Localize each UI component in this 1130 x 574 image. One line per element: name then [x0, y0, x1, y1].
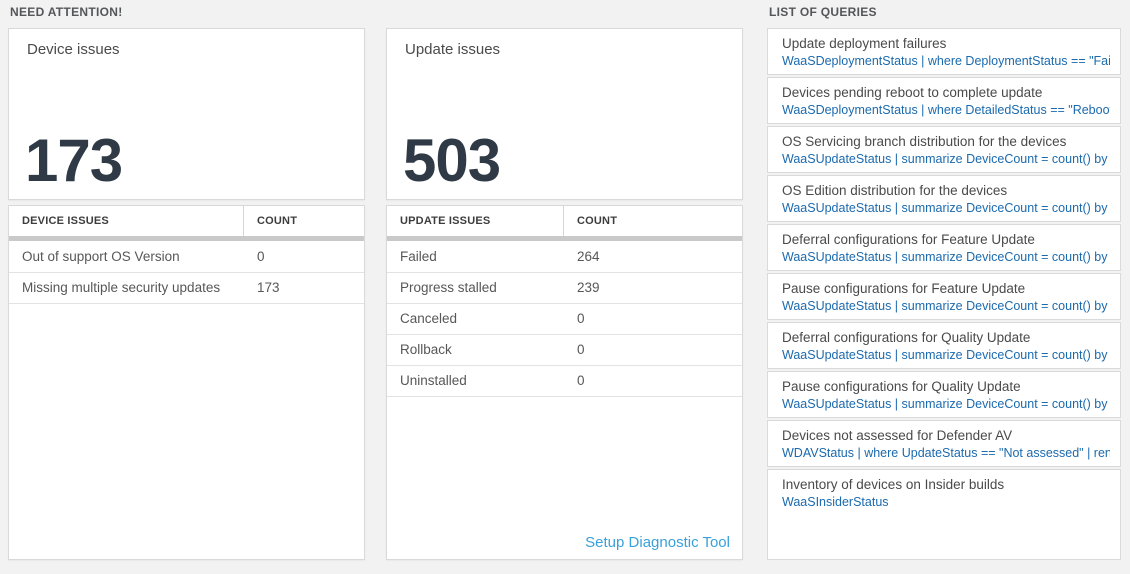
table-row[interactable]: Progress stalled 239: [387, 273, 742, 304]
setup-diagnostic-tool-link[interactable]: Setup Diagnostic Tool: [585, 534, 730, 551]
issue-label: Progress stalled: [400, 280, 497, 295]
device-issues-card[interactable]: Device issues 173: [8, 28, 365, 200]
issue-label: Out of support OS Version: [22, 249, 180, 264]
query-item[interactable]: Devices pending reboot to complete updat…: [767, 77, 1121, 124]
query-title: Inventory of devices on Insider builds: [782, 477, 1005, 492]
issue-count: 173: [257, 280, 280, 295]
query-item[interactable]: Devices not assessed for Defender AV WDA…: [767, 420, 1121, 467]
query-link[interactable]: WaaSDeploymentStatus | where DetailedSta…: [782, 103, 1110, 117]
query-item[interactable]: OS Servicing branch distribution for the…: [767, 126, 1121, 173]
issue-label: Uninstalled: [400, 373, 467, 388]
update-issues-table-header: UPDATE ISSUES COUNT: [387, 206, 742, 236]
query-link[interactable]: WaaSUpdateStatus | summarize DeviceCount…: [782, 299, 1110, 313]
query-link[interactable]: WaaSUpdateStatus | summarize DeviceCount…: [782, 152, 1110, 166]
device-issues-table: DEVICE ISSUES COUNT Out of support OS Ve…: [8, 205, 365, 560]
table-row[interactable]: Canceled 0: [387, 304, 742, 335]
issue-label: Rollback: [400, 342, 452, 357]
device-issues-count: 173: [25, 127, 123, 194]
query-title: OS Servicing branch distribution for the…: [782, 134, 1067, 149]
query-item[interactable]: Deferral configurations for Quality Upda…: [767, 322, 1121, 369]
issue-count: 239: [577, 280, 600, 295]
update-issues-count: 503: [403, 127, 501, 194]
query-link[interactable]: WaaSUpdateStatus | summarize DeviceCount…: [782, 201, 1110, 215]
query-title: Devices not assessed for Defender AV: [782, 428, 1013, 443]
query-item[interactable]: Pause configurations for Feature Update …: [767, 273, 1121, 320]
table-row[interactable]: Rollback 0: [387, 335, 742, 366]
issue-count: 0: [577, 373, 585, 388]
list-of-queries-section-label: LIST OF QUERIES: [769, 5, 877, 19]
query-link[interactable]: WaaSDeploymentStatus | where DeploymentS…: [782, 54, 1110, 68]
count-column-header: COUNT: [577, 215, 618, 227]
query-title: Deferral configurations for Quality Upda…: [782, 330, 1031, 345]
query-link[interactable]: WaaSInsiderStatus: [782, 495, 889, 509]
issue-count: 0: [577, 311, 585, 326]
query-link[interactable]: WDAVStatus | where UpdateStatus == "Not …: [782, 446, 1110, 460]
issue-count: 0: [257, 249, 265, 264]
query-item[interactable]: Update deployment failures WaaSDeploymen…: [767, 28, 1121, 75]
update-issues-column-header: UPDATE ISSUES: [387, 206, 564, 236]
update-issues-table: UPDATE ISSUES COUNT Failed 264 Progress …: [386, 205, 743, 560]
table-row[interactable]: Out of support OS Version 0: [9, 242, 364, 273]
issue-label: Missing multiple security updates: [22, 280, 221, 295]
count-column-header: COUNT: [257, 215, 298, 227]
query-link[interactable]: WaaSUpdateStatus | summarize DeviceCount…: [782, 397, 1110, 411]
issue-label: Failed: [400, 249, 437, 264]
query-title: Update deployment failures: [782, 36, 947, 51]
update-issues-card[interactable]: Update issues 503: [386, 28, 743, 200]
need-attention-section-label: NEED ATTENTION!: [10, 5, 123, 19]
device-issues-table-header: DEVICE ISSUES COUNT: [9, 206, 364, 236]
query-title: Devices pending reboot to complete updat…: [782, 85, 1043, 100]
horizontal-scrollbar[interactable]: [9, 236, 364, 241]
issue-count: 264: [577, 249, 600, 264]
query-item[interactable]: Deferral configurations for Feature Upda…: [767, 224, 1121, 271]
query-link[interactable]: WaaSUpdateStatus | summarize DeviceCount…: [782, 348, 1110, 362]
device-issues-card-title: Device issues: [27, 41, 120, 58]
query-title: Pause configurations for Feature Update: [782, 281, 1026, 296]
table-row[interactable]: Uninstalled 0: [387, 366, 742, 397]
query-item[interactable]: Pause configurations for Quality Update …: [767, 371, 1121, 418]
query-title: Pause configurations for Quality Update: [782, 379, 1021, 394]
table-row[interactable]: Missing multiple security updates 173: [9, 273, 364, 304]
update-issues-card-title: Update issues: [405, 41, 501, 58]
issue-count: 0: [577, 342, 585, 357]
device-issues-column-header: DEVICE ISSUES: [9, 206, 244, 236]
horizontal-scrollbar[interactable]: [387, 236, 742, 241]
issue-label: Canceled: [400, 311, 458, 326]
query-list: Update deployment failures WaaSDeploymen…: [767, 28, 1121, 560]
table-row[interactable]: Failed 264: [387, 242, 742, 273]
query-item[interactable]: Inventory of devices on Insider builds W…: [767, 469, 1121, 560]
query-title: OS Edition distribution for the devices: [782, 183, 1008, 198]
query-item[interactable]: OS Edition distribution for the devices …: [767, 175, 1121, 222]
query-title: Deferral configurations for Feature Upda…: [782, 232, 1035, 247]
query-link[interactable]: WaaSUpdateStatus | summarize DeviceCount…: [782, 250, 1110, 264]
